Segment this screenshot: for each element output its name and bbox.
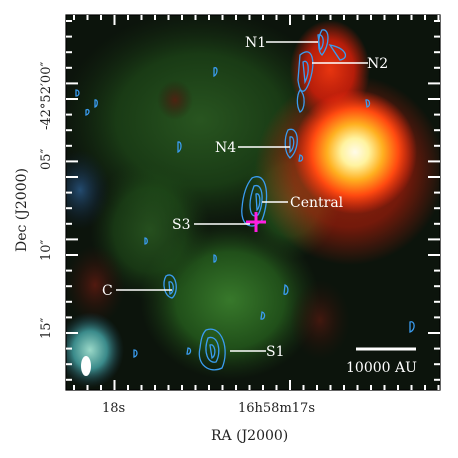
source-label-n1: N1 xyxy=(245,35,266,51)
contours xyxy=(75,29,415,371)
y-tick-label-3: 15″ xyxy=(39,317,54,339)
plot-frame xyxy=(65,14,441,391)
source-position-marker xyxy=(246,212,266,232)
leader-lines xyxy=(116,41,368,352)
scale-bar-label: 10000 AU xyxy=(346,360,417,376)
source-label-central: Central xyxy=(290,195,344,211)
y-axis-label: Dec (J2000) xyxy=(14,168,30,252)
source-label-s1: S1 xyxy=(266,344,285,360)
image-panel xyxy=(66,15,440,390)
y-tick-label-0: -42°52′00″ xyxy=(39,62,54,130)
source-label-n2: N2 xyxy=(367,56,388,72)
x-axis-label: RA (J2000) xyxy=(211,428,288,444)
x-tick-label-18s: 18s xyxy=(102,401,125,416)
y-tick-label-2: 10″ xyxy=(39,239,54,261)
source-label-c: C xyxy=(102,283,113,299)
source-label-s3: S3 xyxy=(172,217,191,233)
axis-ticks xyxy=(66,15,440,390)
x-tick-label-16h58m17s: 16h58m17s xyxy=(238,401,315,416)
beam-ellipse xyxy=(81,356,91,376)
source-label-n4: N4 xyxy=(215,140,236,156)
y-tick-label-1: 05″ xyxy=(39,148,54,170)
